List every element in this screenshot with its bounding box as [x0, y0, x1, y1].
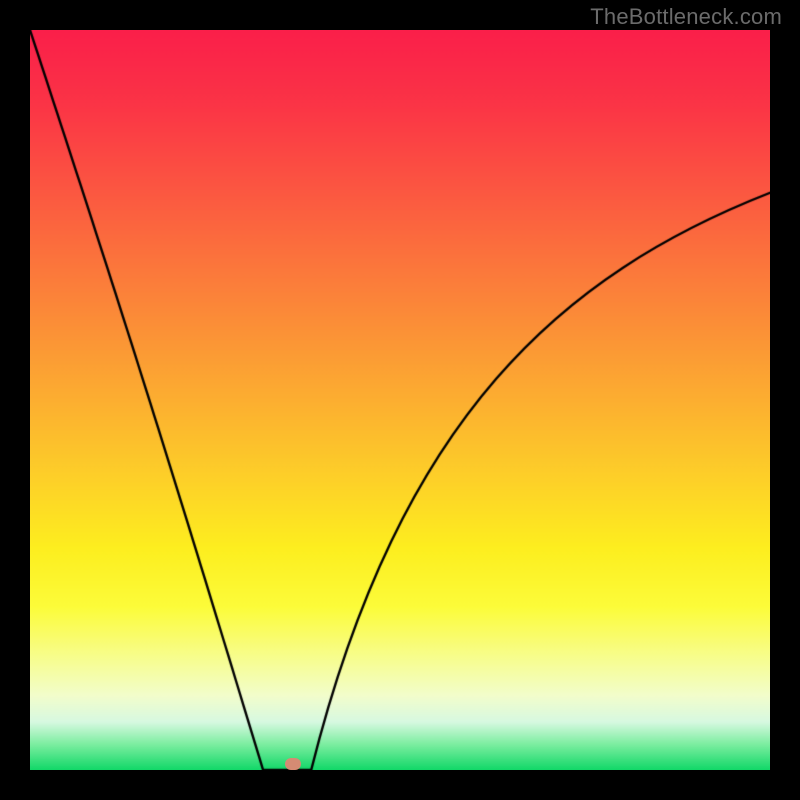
optimum-marker [285, 758, 301, 770]
bottleneck-curve [30, 30, 770, 770]
chart-plot-area [30, 30, 770, 770]
watermark-text: TheBottleneck.com [590, 4, 782, 30]
